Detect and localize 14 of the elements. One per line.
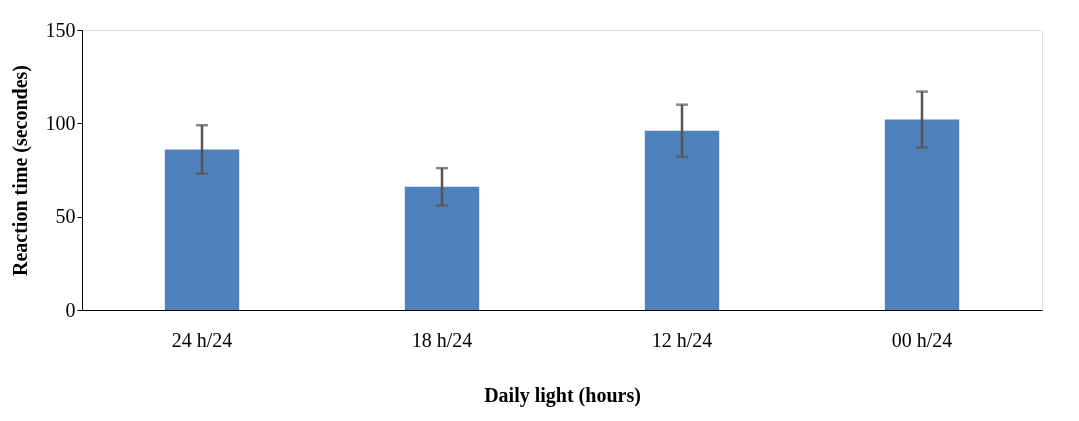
y-tick-label: 150	[45, 18, 76, 41]
y-tick-label: 0	[65, 298, 76, 321]
y-tick-label: 100	[45, 111, 76, 134]
y-axis-title: Reaction time (secondes)	[8, 64, 32, 277]
bar	[884, 119, 960, 310]
x-axis-title: Daily light (hours)	[484, 383, 641, 407]
bar	[164, 149, 240, 310]
bar	[644, 130, 720, 310]
x-tick-label: 18 h/24	[411, 328, 473, 351]
x-tick-label: 12 h/24	[651, 328, 713, 351]
x-tick-label: 24 h/24	[171, 328, 233, 351]
bar	[404, 186, 480, 310]
y-tick-label: 50	[55, 205, 76, 228]
x-tick-label: 00 h/24	[891, 328, 953, 351]
